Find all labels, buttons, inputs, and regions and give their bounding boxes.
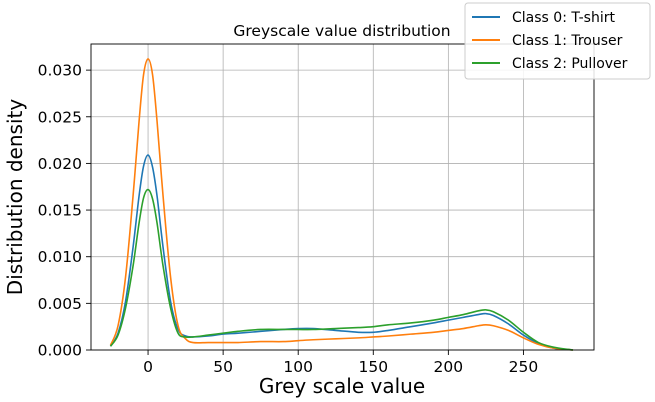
plot-area-frame — [90, 43, 595, 351]
x-axis-label: Grey scale value — [259, 374, 425, 398]
y-tick-label: 0.020 — [38, 155, 82, 173]
x-tick-label: 200 — [434, 358, 464, 376]
y-tick-label: 0.000 — [38, 342, 82, 360]
legend-label-tshirt: Class 0: T-shirt — [512, 10, 615, 26]
axis-ticks: 0 50 100 150 200 250 0.000 0.005 0.010 0.015 0.020… — [38, 62, 539, 376]
x-tick-label: 250 — [509, 358, 539, 376]
x-tick-label: 150 — [358, 358, 388, 376]
y-tick-label: 0.025 — [38, 108, 82, 126]
legend: Class 0: T-shirt Class 1: Trouser Class … — [464, 2, 651, 80]
y-tick-label: 0.005 — [38, 295, 82, 313]
y-tick-label: 0.030 — [38, 62, 82, 80]
legend-label-pullover: Class 2: Pullover — [512, 56, 628, 72]
x-tick-label: 100 — [283, 358, 313, 376]
series-lines — [109, 58, 574, 351]
legend-label-trouser: Class 1: Trouser — [512, 33, 623, 49]
y-tick-label: 0.015 — [38, 202, 82, 220]
x-tick-label: 50 — [213, 358, 233, 376]
x-tick-label: 0 — [143, 358, 153, 376]
series-line-2 — [109, 188, 574, 351]
chart-title: Greyscale value distribution — [233, 22, 450, 40]
series-line-1 — [109, 58, 574, 351]
legend-box — [464, 2, 651, 80]
y-tick-label: 0.010 — [38, 248, 82, 266]
y-axis-label: Distribution density — [3, 99, 27, 296]
